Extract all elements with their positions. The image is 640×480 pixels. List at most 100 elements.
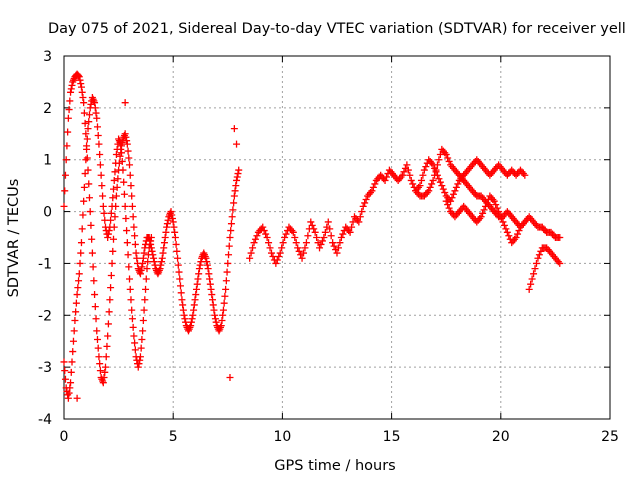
data-point [160,239,168,247]
data-point [61,187,69,195]
data-point [193,280,201,288]
data-point [158,258,166,266]
data-point [194,275,202,283]
data-point [99,192,107,200]
data-point [187,318,195,326]
data-point [109,194,117,202]
data-point [530,270,538,278]
data-point [114,175,122,183]
data-point [75,72,83,80]
data-point [250,239,258,247]
data-point [82,156,90,164]
data-point [403,161,411,169]
data-point [62,156,70,164]
data-point [125,154,133,162]
data-point [107,209,115,217]
data-point [141,296,149,304]
data-point [174,254,182,262]
data-point [310,225,318,233]
data-point [204,265,212,273]
data-point [126,171,134,179]
x-tick-label: 5 [169,429,178,445]
data-point [177,289,185,297]
data-point [223,268,231,276]
data-point [327,232,335,240]
data-point [191,296,199,304]
data-point [266,244,274,252]
data-point [329,239,337,247]
data-point [224,259,232,267]
data-point [128,192,136,200]
data-point [129,323,137,331]
data-point [480,206,488,214]
data-point [482,202,490,210]
data-point [110,235,118,243]
data-point [167,208,175,216]
data-point [282,230,290,238]
data-point [89,263,97,271]
data-point [123,227,131,235]
data-point [169,218,177,226]
data-point [147,237,155,245]
data-point [109,247,117,255]
data-point [100,209,108,217]
data-point [180,311,188,319]
data-point [422,163,430,171]
data-point [66,384,74,392]
data-point [123,239,131,247]
data-point [445,204,453,212]
data-point [78,225,86,233]
data-point [416,182,424,190]
data-point [209,301,217,309]
data-point [232,182,240,190]
data-point [131,232,139,240]
data-point [346,228,354,236]
data-point [294,244,302,252]
data-point [435,175,443,183]
data-point [143,265,151,273]
data-point [371,180,379,188]
data-point [234,170,242,178]
data-point [272,259,280,267]
data-point [94,344,102,352]
data-point [275,253,283,261]
data-point [222,285,230,293]
data-point [84,125,92,133]
data-point [419,171,427,179]
data-point [219,306,227,314]
data-point [119,166,127,174]
data-point [88,235,96,243]
data-point [317,240,325,248]
data-point [381,176,389,184]
data-point [61,375,69,383]
data-point [159,249,167,257]
data-point [145,244,153,252]
data-point [175,268,183,276]
data-point [161,234,169,241]
data-point [142,285,150,293]
data-point [139,254,147,262]
data-point [104,332,112,340]
data-point [445,157,453,165]
data-point [77,239,85,247]
data-point [492,201,500,209]
data-point [483,199,491,207]
data-point [496,211,504,219]
data-point [81,119,89,127]
data-point [129,213,137,221]
data-point [479,209,487,217]
data-point [124,147,132,155]
x-tick-label: 20 [492,429,510,445]
data-point [420,166,428,174]
data-point [77,83,85,91]
data-point [311,228,319,236]
data-point [85,180,93,188]
data-point [195,265,203,273]
data-point [67,85,75,93]
data-point [220,299,228,307]
data-point [90,277,98,285]
data-point [190,301,198,309]
data-point [225,242,233,250]
data-point [107,272,115,280]
data-point [451,187,459,195]
